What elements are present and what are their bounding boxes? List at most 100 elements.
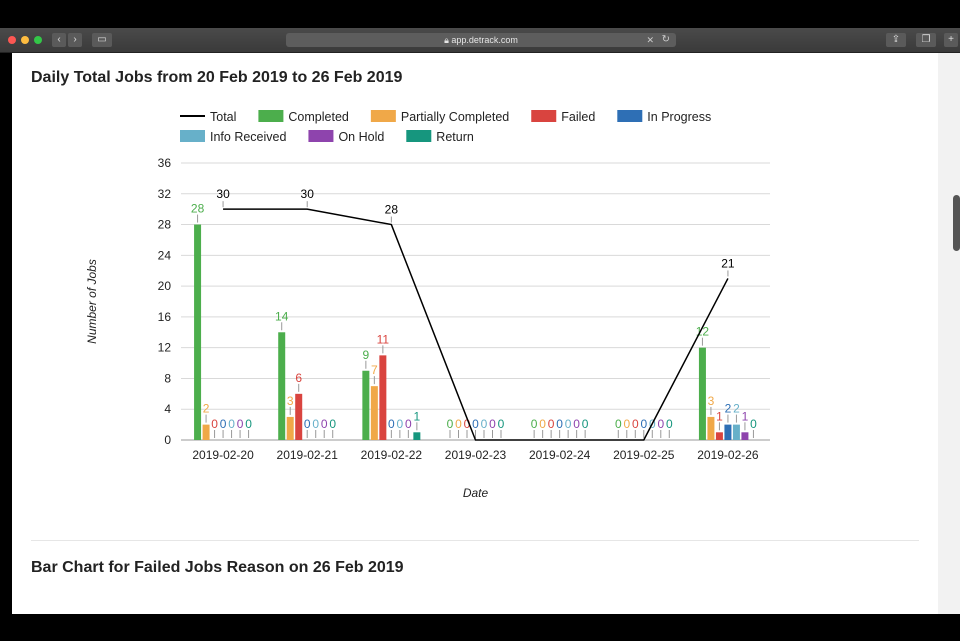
bar — [741, 432, 749, 440]
bar-value-label: 0 — [455, 417, 462, 431]
bar — [707, 416, 715, 440]
bar-value-label: 2 — [733, 402, 740, 416]
total-line-value-label: 30 — [301, 187, 315, 201]
bar — [724, 424, 732, 440]
y-tick-label: 36 — [158, 156, 172, 170]
legend-label: Failed — [561, 110, 595, 124]
y-tick-label: 12 — [158, 341, 172, 355]
x-tick-label: 2019-02-21 — [277, 448, 339, 462]
y-tick-label: 4 — [164, 402, 171, 416]
bar — [362, 370, 370, 440]
bar-value-label: 1 — [742, 409, 749, 423]
section-divider — [31, 540, 919, 541]
bar — [286, 416, 294, 440]
bar-value-label: 0 — [228, 417, 235, 431]
tabs-icon: ❐ — [921, 34, 931, 45]
x-tick-label: 2019-02-26 — [697, 448, 759, 462]
legend-swatch — [617, 110, 643, 122]
bar-value-label: 0 — [565, 417, 572, 431]
legend-swatch — [406, 130, 432, 142]
bar-value-label: 0 — [489, 417, 496, 431]
legend-swatch — [308, 130, 334, 142]
legend-label: Partially Completed — [401, 110, 509, 124]
chevron-left-icon: ‹ — [57, 34, 61, 45]
bar-value-label: 3 — [708, 394, 715, 408]
bar-value-label: 0 — [573, 417, 580, 431]
forward-button[interactable]: › — [68, 33, 82, 47]
legend-label: On Hold — [338, 130, 384, 144]
bar-value-label: 0 — [397, 417, 404, 431]
bar-value-label: 11 — [377, 332, 390, 346]
bar-value-label: 0 — [245, 417, 252, 431]
sidebar-toggle-button[interactable]: ▭ — [92, 33, 112, 47]
chart-title: Daily Total Jobs from 20 Feb 2019 to 26 … — [31, 69, 403, 86]
x-tick-label: 2019-02-20 — [192, 448, 254, 462]
legend-swatch — [531, 110, 557, 122]
bar — [413, 432, 421, 440]
bar-value-label: 2 — [725, 402, 732, 416]
bar-value-label: 0 — [531, 417, 538, 431]
url-text: app.detrack.com — [451, 35, 518, 45]
bar-value-label: 0 — [498, 417, 505, 431]
y-tick-label: 28 — [158, 218, 172, 232]
bar-value-label: 0 — [447, 417, 454, 431]
bar-value-label: 0 — [304, 417, 311, 431]
x-tick-label: 2019-02-22 — [361, 448, 423, 462]
y-tick-label: 0 — [164, 433, 171, 447]
total-line — [223, 208, 729, 441]
bar — [698, 347, 706, 440]
bar-value-label: 28 — [191, 202, 205, 216]
bar — [732, 424, 740, 440]
browser-toolbar: ‹ › ▭ 🔒︎ app.detrack.com ✕ ↻ ⇪ ❐ + — [0, 28, 960, 53]
close-window-button[interactable] — [8, 36, 16, 44]
bar-value-label: 0 — [388, 417, 395, 431]
bar-value-label: 0 — [220, 417, 227, 431]
share-icon: ⇪ — [891, 34, 901, 45]
legend-swatch — [370, 110, 396, 122]
maximize-window-button[interactable] — [34, 36, 42, 44]
back-button[interactable]: ‹ — [52, 33, 66, 47]
bar-value-label: 9 — [363, 348, 370, 362]
tabs-overview-button[interactable]: ❐ — [916, 33, 936, 47]
legend-label: Info Received — [210, 130, 286, 144]
failed-reason-chart-title: Bar Chart for Failed Jobs Reason on 26 F… — [31, 559, 404, 576]
y-tick-label: 32 — [158, 187, 172, 201]
bar-value-label: 0 — [312, 417, 319, 431]
bar-value-label: 1 — [716, 409, 723, 423]
total-line-value-label: 28 — [385, 203, 399, 217]
bar-value-label: 0 — [556, 417, 563, 431]
bar-value-label: 0 — [582, 417, 589, 431]
address-bar[interactable]: 🔒︎ app.detrack.com ✕ ↻ — [286, 33, 676, 47]
bar-value-label: 0 — [666, 417, 673, 431]
total-line-value-label: 30 — [216, 187, 230, 201]
bar-value-label: 0 — [211, 417, 218, 431]
bar-value-label: 0 — [329, 417, 336, 431]
speaker-mute-icon[interactable]: ✕ — [646, 35, 654, 45]
bar — [278, 332, 286, 440]
bar-value-label: 0 — [539, 417, 546, 431]
bar-value-label: 0 — [548, 417, 555, 431]
bar-value-label: 0 — [481, 417, 488, 431]
new-tab-button[interactable]: + — [944, 33, 958, 47]
bar — [194, 224, 202, 440]
bar-value-label: 0 — [640, 417, 647, 431]
legend-swatch — [180, 130, 205, 142]
legend-label: Total — [210, 110, 236, 124]
scrollbar-thumb[interactable] — [953, 195, 960, 251]
page-content: Daily Total Jobs from 20 Feb 2019 to 26 … — [12, 53, 938, 614]
bar-value-label: 0 — [472, 417, 479, 431]
x-tick-label: 2019-02-24 — [529, 448, 591, 462]
legend-label: Return — [436, 130, 474, 144]
bar-value-label: 7 — [371, 363, 378, 377]
y-axis-title: Number of Jobs — [85, 259, 99, 344]
minimize-window-button[interactable] — [21, 36, 29, 44]
bar — [370, 386, 378, 440]
y-tick-label: 20 — [158, 279, 172, 293]
reload-icon[interactable]: ↻ — [661, 34, 670, 45]
bar-value-label: 14 — [275, 309, 289, 323]
y-tick-label: 8 — [164, 371, 171, 385]
bar-value-label: 0 — [405, 417, 412, 431]
share-button[interactable]: ⇪ — [886, 33, 906, 47]
legend-label: In Progress — [647, 110, 711, 124]
